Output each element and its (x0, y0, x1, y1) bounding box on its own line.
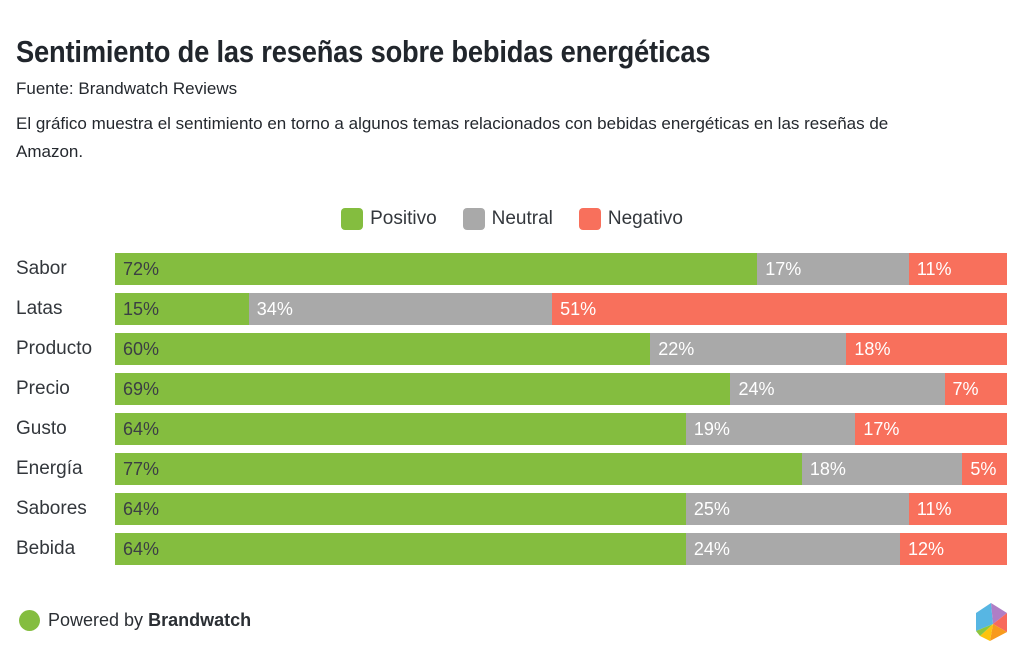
segment-value-label: 64% (123, 418, 160, 439)
legend-label: Neutral (491, 208, 553, 229)
legend-swatch-positivo-icon (341, 208, 364, 230)
bar-segment-neutral: 25% (685, 493, 909, 525)
segment-value-label: 77% (123, 458, 160, 479)
chart-row: Gusto 64% 19% 17% (0, 413, 1007, 445)
chart-legend: Positivo Neutral Negativo (0, 208, 1024, 230)
chart-row: Latas 15% 34% 51% (0, 293, 1007, 325)
bar-segment-negativo: 11% (908, 253, 1007, 285)
segment-value-label: 22% (658, 338, 695, 359)
bar-segment-positivo: 64% (115, 493, 686, 525)
category-label: Gusto (16, 418, 67, 439)
chart-row: Sabores 64% 25% 11% (0, 493, 1007, 525)
chart-row: Producto 60% 22% 18% (0, 333, 1007, 365)
stacked-bar: 60% 22% 18% (115, 333, 1007, 365)
legend-label: Positivo (370, 208, 437, 229)
bar-segment-negativo: 18% (846, 333, 1007, 365)
chart-row: Sabor 72% 17% 11% (0, 253, 1007, 285)
bar-segment-positivo: 72% (115, 253, 758, 285)
chart-source: Fuente: Brandwatch Reviews (16, 79, 238, 98)
page-title: Sentimiento de las reseñas sobre bebidas… (16, 33, 711, 69)
legend-swatch-negativo-icon (578, 208, 601, 230)
segment-value-label: 51% (560, 298, 597, 319)
bar-segment-positivo: 69% (115, 373, 731, 405)
bar-segment-negativo: 7% (944, 373, 1007, 405)
bar-segment-neutral: 34% (248, 293, 553, 325)
category-label: Precio (16, 378, 70, 399)
bar-segment-neutral: 17% (757, 253, 909, 285)
chart-row: Precio 69% 24% 7% (0, 373, 1007, 405)
segment-value-label: 5% (970, 458, 997, 479)
bar-segment-neutral: 24% (730, 373, 945, 405)
segment-value-label: 34% (256, 298, 293, 319)
legend-label: Negativo (607, 208, 683, 229)
stacked-bar: 77% 18% 5% (115, 453, 1007, 485)
category-label: Energía (16, 458, 83, 479)
chart-row: Bebida 64% 24% 12% (0, 533, 1007, 565)
bar-segment-negativo: 5% (962, 453, 1007, 485)
segment-value-label: 17% (765, 258, 802, 279)
brandwatch-logo-icon (976, 603, 1007, 641)
segment-value-label: 25% (693, 498, 730, 519)
segment-value-label: 11% (916, 498, 952, 519)
stacked-bar: 15% 34% 51% (115, 293, 1007, 325)
powered-by-footer: Powered by Brandwatch (19, 610, 251, 631)
stacked-bar: 64% 19% 17% (115, 413, 1007, 445)
legend-item-positivo: Positivo (341, 208, 437, 230)
segment-value-label: 17% (863, 418, 900, 439)
brand-name: Brandwatch (148, 610, 252, 630)
chart-row: Energía 77% 18% 5% (0, 453, 1007, 485)
chart-description: El gráfico muestra el sentimiento en tor… (16, 114, 889, 161)
segment-value-label: 18% (809, 458, 846, 479)
stacked-bar: 64% 24% 12% (115, 533, 1007, 565)
category-label: Producto (16, 338, 93, 359)
category-label: Latas (16, 298, 63, 319)
segment-value-label: 24% (693, 538, 730, 559)
bar-segment-positivo: 64% (115, 533, 686, 565)
bar-segment-negativo: 17% (855, 413, 1007, 445)
segment-value-label: 11% (916, 258, 952, 279)
legend-swatch-neutral-icon (462, 208, 485, 230)
stacked-bar: 64% 25% 11% (115, 493, 1007, 525)
bar-segment-positivo: 15% (115, 293, 249, 325)
segment-value-label: 69% (123, 378, 160, 399)
bar-segment-neutral: 24% (685, 533, 900, 565)
brand-dot-icon (19, 610, 40, 631)
category-label: Bebida (16, 538, 76, 559)
bar-segment-neutral: 18% (801, 453, 963, 485)
bar-segment-negativo: 12% (899, 533, 1007, 565)
powered-by-text: Powered by Brandwatch (48, 610, 251, 631)
segment-value-label: 7% (952, 378, 979, 399)
category-label: Sabores (16, 498, 87, 519)
bar-segment-positivo: 60% (115, 333, 651, 365)
segment-value-label: 18% (854, 338, 891, 359)
category-label: Sabor (16, 258, 67, 279)
stacked-bar: 72% 17% 11% (115, 253, 1007, 285)
legend-item-negativo: Negativo (578, 208, 683, 230)
segment-value-label: 60% (123, 338, 160, 359)
bar-segment-neutral: 22% (650, 333, 847, 365)
segment-value-label: 64% (123, 538, 160, 559)
segment-value-label: 12% (907, 538, 944, 559)
bar-segment-positivo: 64% (115, 413, 686, 445)
bar-segment-negativo: 11% (908, 493, 1007, 525)
bar-segment-negativo: 51% (552, 293, 1007, 325)
bar-segment-neutral: 19% (685, 413, 856, 445)
stacked-bar: 69% 24% 7% (115, 373, 1007, 405)
chart: Sabor 72% 17% 11% Latas 15% 34% 51% Producto 60% 2… (0, 253, 1007, 573)
powered-by-prefix: Powered by (48, 610, 144, 630)
segment-value-label: 15% (123, 298, 160, 319)
segment-value-label: 19% (693, 418, 730, 439)
bar-segment-positivo: 77% (115, 453, 802, 485)
segment-value-label: 72% (123, 258, 160, 279)
segment-value-label: 24% (738, 378, 775, 399)
segment-value-label: 64% (123, 498, 160, 519)
legend-item-neutral: Neutral (462, 208, 553, 230)
